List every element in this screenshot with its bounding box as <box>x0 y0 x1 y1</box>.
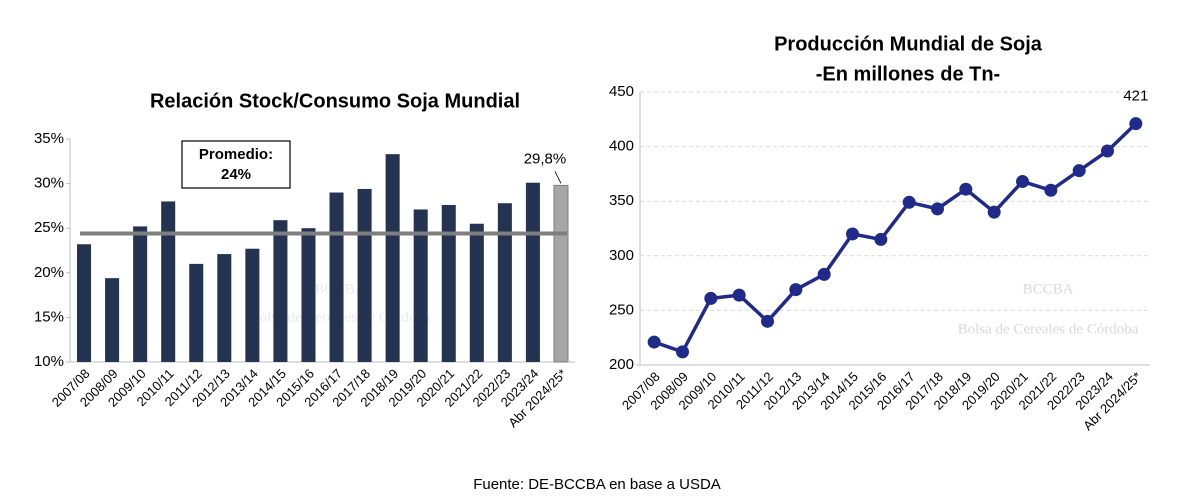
bar <box>357 188 372 362</box>
bar <box>105 278 120 362</box>
y-tick-label: 30% <box>34 175 64 192</box>
bar <box>525 182 540 362</box>
bar <box>469 223 484 362</box>
bar <box>301 228 316 362</box>
chart-subtitle: -En millones de Tn- <box>816 63 1000 85</box>
bar <box>189 263 204 362</box>
point <box>789 283 803 297</box>
label-leader <box>554 171 562 184</box>
y-tick-label: 450 <box>609 83 634 100</box>
point <box>1129 117 1143 131</box>
source: Fuente: DE-BCCBA en base a USDA <box>473 476 721 493</box>
watermark-name: Bolsa de Cereales de Córdoba <box>958 321 1139 337</box>
chart-title: Relación Stock/Consumo Soja Mundial <box>150 90 520 112</box>
y-tick-label: 400 <box>609 138 634 155</box>
y-tick-label: 250 <box>609 301 634 318</box>
bar <box>77 244 92 362</box>
bar <box>553 184 569 363</box>
point <box>987 205 1001 219</box>
bar <box>245 248 260 362</box>
average-box <box>181 140 291 189</box>
y-tick-label: 20% <box>34 264 64 281</box>
point <box>732 288 746 302</box>
chart-title: Producción Mundial de Soja <box>774 33 1043 55</box>
bar <box>441 205 456 362</box>
bar <box>273 220 288 362</box>
bar <box>329 192 344 362</box>
point <box>647 335 661 349</box>
y-tick-label: 350 <box>609 192 634 209</box>
bar <box>161 201 176 362</box>
point <box>959 182 973 196</box>
point <box>1072 164 1086 178</box>
y-tick-label: 300 <box>609 247 634 264</box>
y-tick-label: 15% <box>34 308 64 325</box>
point <box>874 232 888 246</box>
point <box>902 195 916 209</box>
line <box>653 122 1138 355</box>
point <box>1101 144 1114 158</box>
point <box>761 314 774 328</box>
bar <box>497 203 512 362</box>
point <box>817 267 831 281</box>
point <box>676 345 689 359</box>
y-tick-label: 200 <box>609 356 634 373</box>
point <box>846 227 859 241</box>
watermark-logo: BCCBA <box>1023 281 1074 297</box>
point <box>931 202 944 216</box>
y-tick-label: 10% <box>34 353 64 370</box>
bar <box>413 209 428 362</box>
y-tick-label: 35% <box>34 130 64 147</box>
bar <box>217 254 232 362</box>
point <box>704 291 718 305</box>
bar <box>385 154 400 362</box>
point <box>1044 183 1058 197</box>
value-label: 421 <box>1123 88 1148 105</box>
y-tick-label: 25% <box>34 219 64 236</box>
value-label: 29,8% <box>524 150 567 167</box>
point <box>1016 175 1029 189</box>
average-label: 24% <box>221 166 251 183</box>
average-title: Promedio: <box>199 146 273 163</box>
bar <box>133 226 148 362</box>
